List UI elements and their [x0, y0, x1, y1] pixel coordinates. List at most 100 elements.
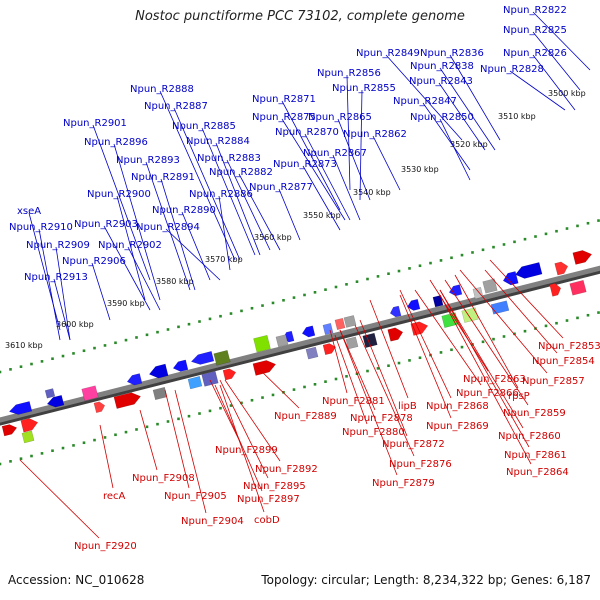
reverse-gene-feature: [148, 363, 169, 379]
lower-tick-dot: [114, 433, 117, 437]
forward-gene-label: cobD: [254, 515, 280, 526]
reverse-label-leader: [92, 124, 151, 281]
reverse-label-leader: [145, 161, 191, 291]
reverse-gene-label: Npun_R2847: [393, 96, 457, 107]
lower-tick-dot: [523, 329, 527, 333]
reverse-gene-label: Npun_R2865: [308, 112, 372, 123]
reverse-gene-feature: [322, 322, 334, 336]
upper-tick-dot: [418, 264, 422, 268]
lower-tick-dot: [93, 438, 96, 442]
reverse-label-leader: [53, 278, 71, 341]
forward-label-leader: [439, 294, 532, 465]
upper-tick-dot: [156, 330, 159, 334]
lower-tick-dot: [145, 425, 149, 429]
reverse-gene-label: xseA: [17, 206, 41, 217]
forward-label-leader: [164, 389, 190, 489]
lower-tick-dot: [30, 454, 33, 458]
reverse-gene-label: Npun_R2893: [116, 155, 180, 166]
forward-gene-feature: [93, 401, 106, 414]
forward-gene-label: recA: [103, 491, 126, 502]
upper-tick-dot: [103, 344, 107, 347]
lower-tick-dot: [502, 335, 506, 338]
reverse-label-leader: [302, 165, 341, 231]
upper-tick-dot: [502, 243, 506, 246]
lower-tick-dot: [124, 430, 128, 434]
lower-tick-dot: [40, 452, 44, 455]
upper-tick-dot: [30, 362, 33, 366]
forward-label-leader: [459, 269, 548, 374]
reverse-gene-label: Npun_R2902: [98, 240, 162, 251]
forward-label-leader: [444, 279, 529, 406]
kbp-tick-label: 3500 kbp: [548, 89, 586, 98]
forward-label-leader: [454, 274, 519, 389]
reverse-gene-feature: [44, 388, 56, 399]
forward-gene-feature: [549, 283, 562, 297]
lower-tick-dot: [303, 385, 306, 389]
reverse-gene-label: Npun_R2843: [409, 76, 473, 87]
forward-gene-feature: [569, 279, 587, 296]
reverse-gene-label: Npun_R2862: [343, 129, 407, 140]
forward-label-leader: [224, 379, 281, 462]
forward-gene-feature: [322, 343, 337, 356]
reverse-label-leader: [438, 82, 486, 151]
reverse-label-leader: [226, 159, 271, 251]
lower-tick-dot: [292, 388, 296, 391]
reverse-gene-label: Npun_R2883: [197, 153, 261, 164]
upper-tick-dot: [387, 272, 390, 276]
forward-label-leader: [209, 379, 241, 443]
forward-gene-feature: [21, 430, 35, 444]
reverse-gene-label: Npun_R2886: [189, 189, 253, 200]
reverse-label-leader: [532, 11, 591, 71]
upper-tick-dot: [166, 328, 170, 331]
forward-gene-label: Npun_F2863: [463, 374, 526, 385]
lower-tick-dot: [513, 332, 516, 336]
upper-tick-dot: [198, 320, 201, 323]
lower-tick-dot: [313, 383, 317, 386]
reverse-label-leader: [278, 188, 301, 241]
forward-gene-label: Npun_F2892: [255, 464, 318, 475]
forward-label-leader: [359, 319, 408, 437]
lower-tick-dot: [334, 377, 338, 381]
lower-tick-dot: [544, 324, 548, 328]
upper-tick-dot: [124, 338, 128, 342]
lower-tick-dot: [439, 351, 443, 354]
reverse-gene-feature: [502, 271, 519, 286]
reverse-gene-label: Npun_R2909: [26, 240, 90, 251]
lower-tick-dot: [576, 316, 579, 320]
lower-tick-dot: [450, 348, 453, 352]
forward-gene-label: Npun_F2868: [426, 401, 489, 412]
upper-tick-dot: [450, 256, 453, 260]
reverse-label-leader: [281, 118, 346, 221]
upper-tick-dot: [376, 275, 380, 278]
forward-gene-label: Npun_F2904: [181, 516, 244, 527]
forward-label-leader: [219, 379, 269, 479]
reverse-label-leader: [439, 67, 496, 151]
upper-tick-dot: [523, 237, 527, 241]
lower-tick-dot: [250, 398, 254, 402]
reverse-gene-feature: [81, 385, 99, 402]
forward-gene-label: Npun_F2859: [503, 408, 566, 419]
forward-gene-label: Npun_F2878: [350, 413, 413, 424]
reverse-gene-label: Npun_R2903: [74, 219, 138, 230]
forward-gene-label: Npun_F2908: [132, 473, 195, 484]
upper-tick-dot: [9, 368, 12, 371]
reverse-label-leader: [449, 54, 501, 141]
upper-tick-dot: [471, 251, 474, 254]
lower-tick-dot: [219, 406, 222, 410]
reverse-gene-label: Npun_R2891: [131, 172, 195, 183]
upper-tick-dot: [576, 224, 579, 228]
reverse-label-leader: [201, 127, 256, 256]
reverse-label-leader: [346, 74, 351, 191]
lower-tick-dot: [19, 457, 23, 460]
reverse-gene-feature: [301, 325, 316, 338]
lower-tick-dot: [555, 321, 558, 325]
forward-gene-label: Npun_F2857: [522, 376, 585, 387]
upper-tick-dot: [397, 269, 401, 273]
upper-tick-dot: [261, 304, 264, 307]
upper-tick-dot: [250, 306, 254, 310]
reverse-label-leader: [173, 107, 241, 261]
map-title: Nostoc punctiforme PCC 73102, complete g…: [135, 9, 465, 24]
lower-tick-dot: [229, 404, 233, 407]
upper-tick-dot: [555, 229, 558, 233]
forward-gene-feature: [305, 346, 319, 360]
